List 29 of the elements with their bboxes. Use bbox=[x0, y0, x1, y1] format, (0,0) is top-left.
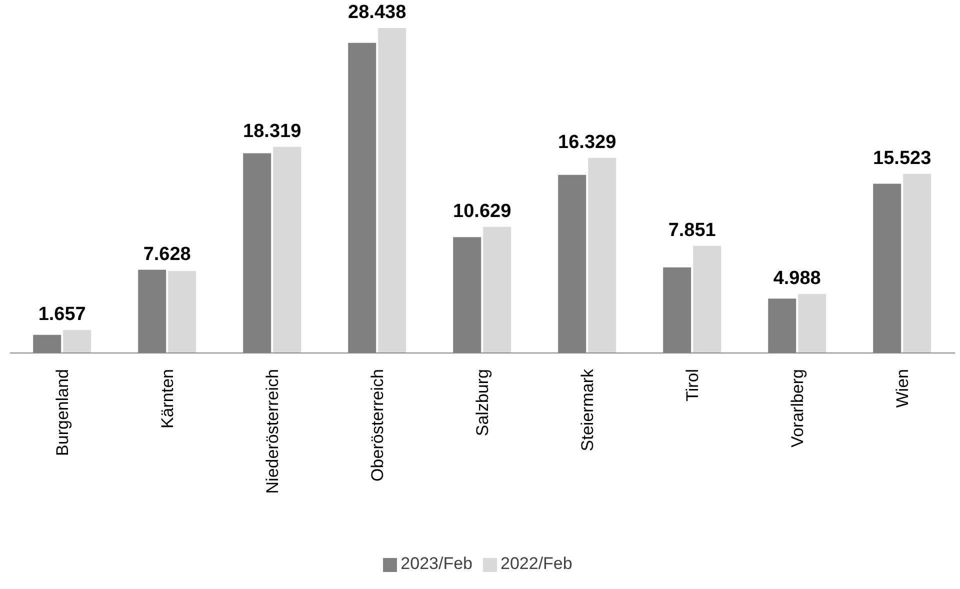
data-label: 10.629 bbox=[453, 200, 512, 222]
bar bbox=[903, 174, 932, 353]
bar bbox=[378, 28, 406, 353]
bar bbox=[63, 330, 92, 353]
data-label: 18.319 bbox=[243, 120, 302, 142]
bar bbox=[588, 158, 616, 353]
x-tick-label: Burgenland bbox=[53, 369, 72, 456]
x-tick-label: Oberösterreich bbox=[368, 369, 387, 482]
data-label: 1.657 bbox=[38, 304, 86, 325]
bar bbox=[798, 294, 826, 353]
x-tick-label: Wien bbox=[893, 369, 912, 408]
bar bbox=[273, 146, 302, 353]
data-label: 15.523 bbox=[873, 148, 932, 169]
data-label: 28.438 bbox=[348, 2, 406, 23]
data-label: 16.329 bbox=[558, 132, 616, 153]
bar bbox=[483, 226, 512, 353]
data-label: 7.628 bbox=[143, 244, 191, 265]
bar bbox=[168, 270, 196, 353]
data-label: 4.988 bbox=[773, 268, 821, 289]
x-tick-label: Steiermark bbox=[578, 368, 597, 452]
x-tick-label: Salzburg bbox=[473, 369, 492, 436]
legend-label: 2022/Feb bbox=[500, 554, 572, 573]
x-tick-label: Niederösterreich bbox=[263, 369, 282, 494]
legend-label: 2023/Feb bbox=[400, 554, 472, 573]
x-tick-label: Tirol bbox=[683, 369, 702, 402]
bar bbox=[693, 246, 722, 353]
x-tick-label: Kärnten bbox=[158, 369, 177, 429]
x-tick-label: Vorarlberg bbox=[788, 369, 807, 448]
data-label: 7.851 bbox=[668, 220, 716, 241]
